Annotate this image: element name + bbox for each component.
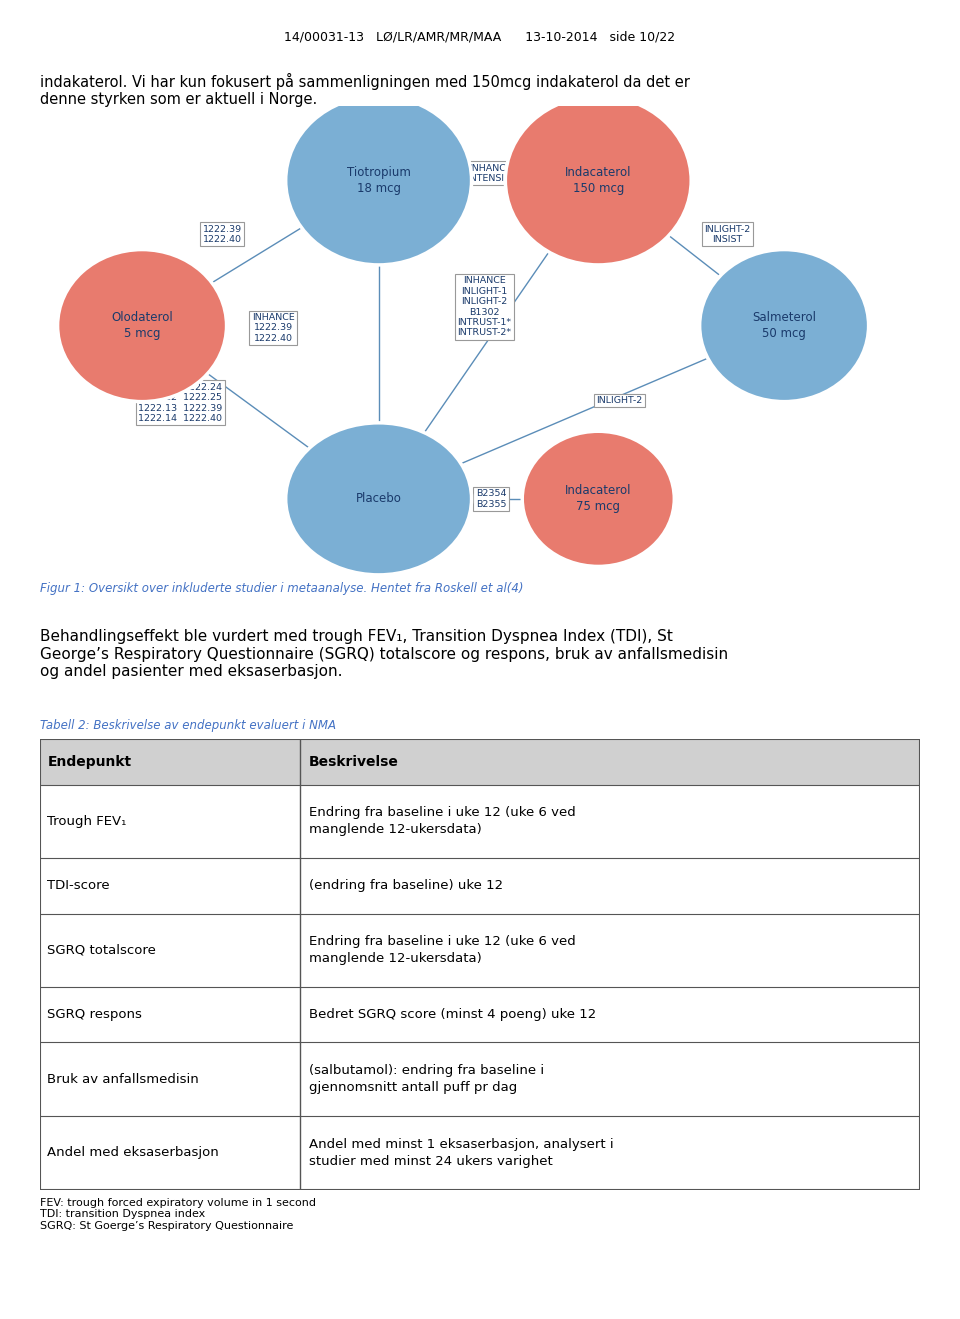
Text: indakaterol. Vi har kun fokusert på sammenligningen med 150mcg indakaterol da de: indakaterol. Vi har kun fokusert på samm… [40, 73, 690, 107]
Ellipse shape [522, 431, 674, 566]
Text: (salbutamol): endring fra baseline i
gjennomsnitt antall puff pr dag: (salbutamol): endring fra baseline i gje… [308, 1064, 543, 1095]
Text: INHANCE
INTENSITY: INHANCE INTENSITY [467, 164, 516, 183]
Ellipse shape [505, 96, 691, 265]
Text: 1222.11  1222.24
1222.12  1222.25
1222.13  1222.39
1222.14  1222.40: 1222.11 1222.24 1222.12 1222.25 1222.13 … [138, 383, 222, 423]
Text: Behandlingseffekt ble vurdert med trough FEV₁, Transition Dyspnea Index (TDI), S: Behandlingseffekt ble vurdert med trough… [40, 629, 729, 679]
Text: INLIGHT-2
INSIST: INLIGHT-2 INSIST [705, 224, 751, 244]
Text: Indacaterol
75 mcg: Indacaterol 75 mcg [565, 484, 632, 513]
Text: Andel med minst 1 eksaserbasjon, analysert i
studier med minst 24 ukers varighet: Andel med minst 1 eksaserbasjon, analyse… [308, 1138, 613, 1167]
Text: Tabell 2: Beskrivelse av endepunkt evaluert i NMA: Tabell 2: Beskrivelse av endepunkt evalu… [40, 719, 336, 732]
Text: TDI-score: TDI-score [47, 880, 110, 893]
Text: INLIGHT-2: INLIGHT-2 [596, 396, 642, 405]
Text: FEV: trough forced expiratory volume in 1 second
TDI: transition Dyspnea index
S: FEV: trough forced expiratory volume in … [40, 1198, 317, 1231]
Bar [40, 739, 920, 785]
Text: Bruk av anfallsmedisin: Bruk av anfallsmedisin [47, 1072, 199, 1086]
Text: Endepunkt: Endepunkt [47, 754, 132, 769]
Text: Beskrivelse: Beskrivelse [308, 754, 398, 769]
Text: 1222.39
1222.40: 1222.39 1222.40 [203, 224, 242, 244]
Ellipse shape [58, 249, 227, 401]
Text: Salmeterol
50 mcg: Salmeterol 50 mcg [752, 311, 816, 340]
Text: 14/00031-13   LØ/LR/AMR/MR/MAA      13-10-2014   side 10/22: 14/00031-13 LØ/LR/AMR/MR/MAA 13-10-2014 … [284, 30, 676, 44]
Text: Bedret SGRQ score (minst 4 poeng) uke 12: Bedret SGRQ score (minst 4 poeng) uke 12 [308, 1008, 596, 1021]
Text: Olodaterol
5 mcg: Olodaterol 5 mcg [111, 311, 173, 340]
Text: INHANCE
1222.39
1222.40: INHANCE 1222.39 1222.40 [252, 313, 295, 343]
Text: Trough FEV₁: Trough FEV₁ [47, 815, 127, 828]
Text: (endring fra baseline) uke 12: (endring fra baseline) uke 12 [308, 880, 503, 893]
Text: Tiotropium
18 mcg: Tiotropium 18 mcg [347, 166, 411, 195]
Text: Andel med eksaserbasjon: Andel med eksaserbasjon [47, 1146, 219, 1159]
Ellipse shape [286, 96, 471, 265]
Text: Endring fra baseline i uke 12 (uke 6 ved
manglende 12-ukersdata): Endring fra baseline i uke 12 (uke 6 ved… [308, 806, 575, 836]
Text: SGRQ totalscore: SGRQ totalscore [47, 944, 156, 956]
Text: Placebo: Placebo [356, 492, 401, 505]
Text: B2354
B2355: B2354 B2355 [476, 489, 506, 509]
Text: Figur 1: Oversikt over inkluderte studier i metaanalyse. Hentet fra Roskell et a: Figur 1: Oversikt over inkluderte studie… [40, 582, 524, 595]
Text: Endring fra baseline i uke 12 (uke 6 ved
manglende 12-ukersdata): Endring fra baseline i uke 12 (uke 6 ved… [308, 935, 575, 966]
Text: INHANCE
INLIGHT-1
INLIGHT-2
B1302
INTRUST-1*
INTRUST-2*: INHANCE INLIGHT-1 INLIGHT-2 B1302 INTRUS… [457, 277, 512, 338]
Ellipse shape [286, 423, 471, 575]
Text: Indacaterol
150 mcg: Indacaterol 150 mcg [565, 166, 632, 195]
Text: SGRQ respons: SGRQ respons [47, 1008, 142, 1021]
Ellipse shape [700, 249, 869, 401]
